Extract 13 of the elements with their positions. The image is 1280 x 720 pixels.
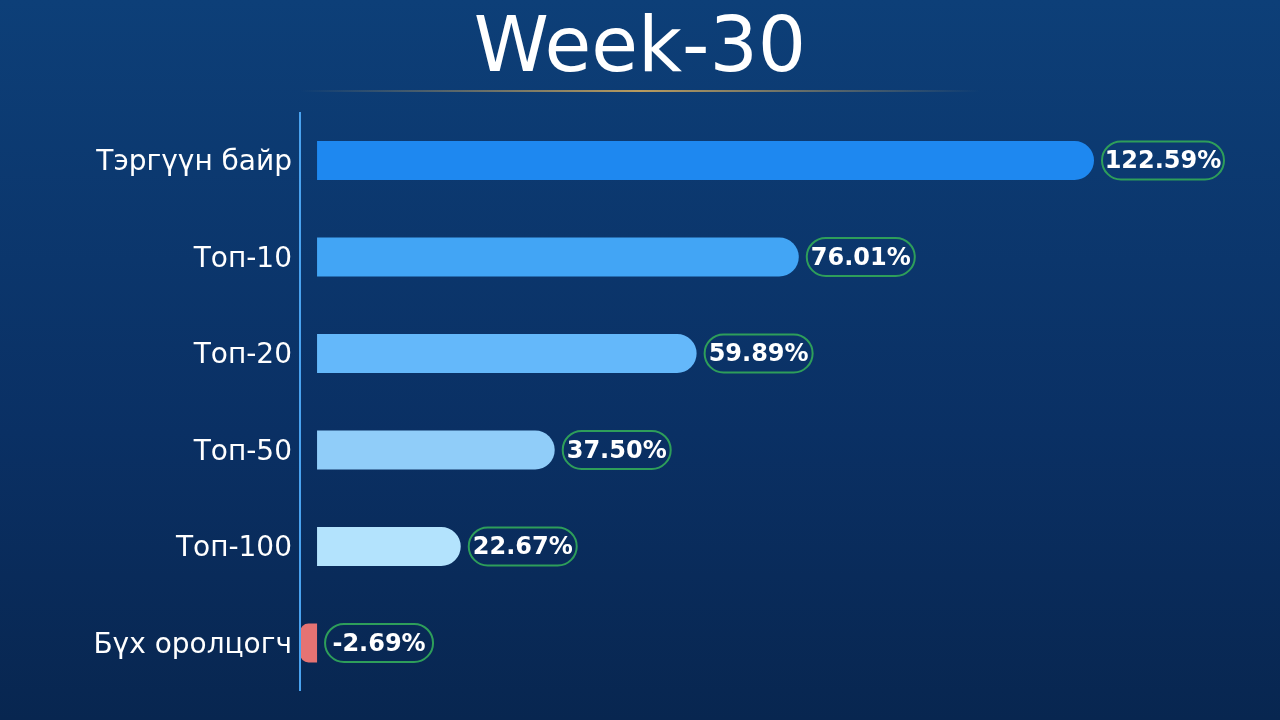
y-tick-label: Топ-50 [192,433,292,467]
y-tick-label: Топ-10 [192,240,292,274]
y-tick-label: Топ-100 [174,530,292,564]
data-label: 76.01% [810,242,911,271]
data-label: 59.89% [708,339,809,368]
data-label: -2.69% [332,628,426,657]
y-tick-label: Тэргүүн байр [95,144,292,178]
y-tick-label: Топ-20 [192,337,292,371]
chart-title: Week-30 [472,0,808,90]
data-label: 37.50% [566,435,667,464]
y-tick-label: Бүх оролцогч [93,626,292,660]
data-label: 22.67% [472,532,573,561]
data-label: 122.59% [1104,146,1222,175]
